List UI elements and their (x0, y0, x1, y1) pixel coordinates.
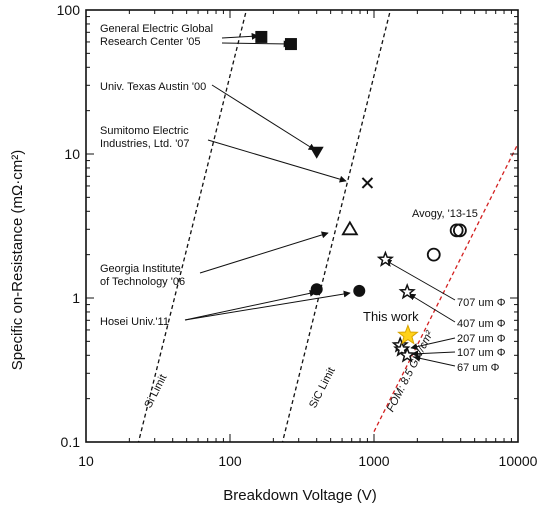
annotation-label: Avogy, '13-15 (412, 208, 478, 220)
annotation-label: Univ. Texas Austin '00 (100, 81, 206, 93)
data-point-star-open (398, 282, 416, 300)
annotation-label: Georgia Institute (100, 263, 181, 275)
data-point-x (361, 177, 374, 189)
limit-line (373, 143, 518, 432)
y-tick-label: 0.1 (61, 434, 81, 450)
annotation-label: 207 um Φ (457, 333, 506, 345)
annotation-leader (413, 354, 456, 367)
data-points (255, 30, 467, 363)
x-tick-label: 1000 (358, 453, 389, 469)
annotation-leader (221, 40, 291, 48)
plot-border (85, 9, 519, 443)
data-point-triangle-down (309, 146, 324, 159)
data-point-triangle-up (341, 220, 359, 236)
limit-line (137, 10, 248, 442)
annotation-leader (384, 259, 456, 301)
annotation-label: of Technology '06 (100, 276, 185, 288)
annotation-leader (221, 32, 259, 40)
annotation-label: General Electric Global (100, 23, 213, 35)
annotation-label: Research Center '05 (100, 36, 201, 48)
annotation-leader (411, 350, 456, 358)
y-tick-label: 1 (72, 290, 80, 306)
annotation-label: 707 um Φ (457, 297, 506, 309)
annotation-leader (410, 337, 456, 351)
data-point-circle-filled (310, 283, 323, 296)
annotation-label: Industries, Ltd. '07 (100, 138, 190, 150)
annotation-label: Sumitomo Electric (100, 125, 189, 137)
y-axis-title: Specific on-Resistance (mΩ·cm²) (9, 150, 26, 370)
data-point-star-highlight (397, 323, 419, 345)
annotation-leader (184, 289, 317, 321)
annotation-label: 67 um Φ (457, 362, 500, 374)
x-tick-label: 10 (78, 453, 94, 469)
data-point-star-open (376, 250, 395, 267)
annotation-label: Hosei Univ.'11 (100, 316, 169, 328)
axis-ticks: 10 100 1000 10000 0.1 1 10 100 (57, 2, 538, 469)
limit-line (281, 10, 392, 442)
data-point-circle-filled (353, 284, 366, 297)
annotation-leader (184, 290, 351, 321)
plot-frame (85, 9, 519, 443)
annotation-leader (408, 293, 456, 323)
data-point-square (255, 30, 268, 43)
x-axis-title: Breakdown Voltage (V) (223, 487, 376, 504)
annotation-leader (207, 139, 347, 183)
data-point-circle-open (426, 247, 441, 262)
annotation-leader (199, 231, 329, 274)
limit-lines (137, 10, 518, 442)
limit-line-label: SiC Limit (307, 366, 338, 411)
annotations: Si Limit SiC Limit FOM: 8.5 GW/cm²General … (100, 23, 506, 414)
x-tick-label: 100 (218, 453, 242, 469)
annotation-label: This work (363, 309, 419, 324)
x-tick-label: 10000 (499, 453, 538, 469)
annotation-label: 407 um Φ (457, 318, 506, 330)
data-point-circle-open (453, 223, 467, 238)
limit-line-label: Si Limit (142, 373, 169, 411)
data-point-star-open (398, 346, 416, 363)
y-tick-label: 10 (64, 146, 80, 162)
annotation-label: 107 um Φ (457, 347, 506, 359)
leader-lines (184, 32, 456, 367)
annotation-leader (211, 84, 316, 151)
y-tick-label: 100 (57, 2, 81, 18)
data-point-square (284, 38, 297, 51)
